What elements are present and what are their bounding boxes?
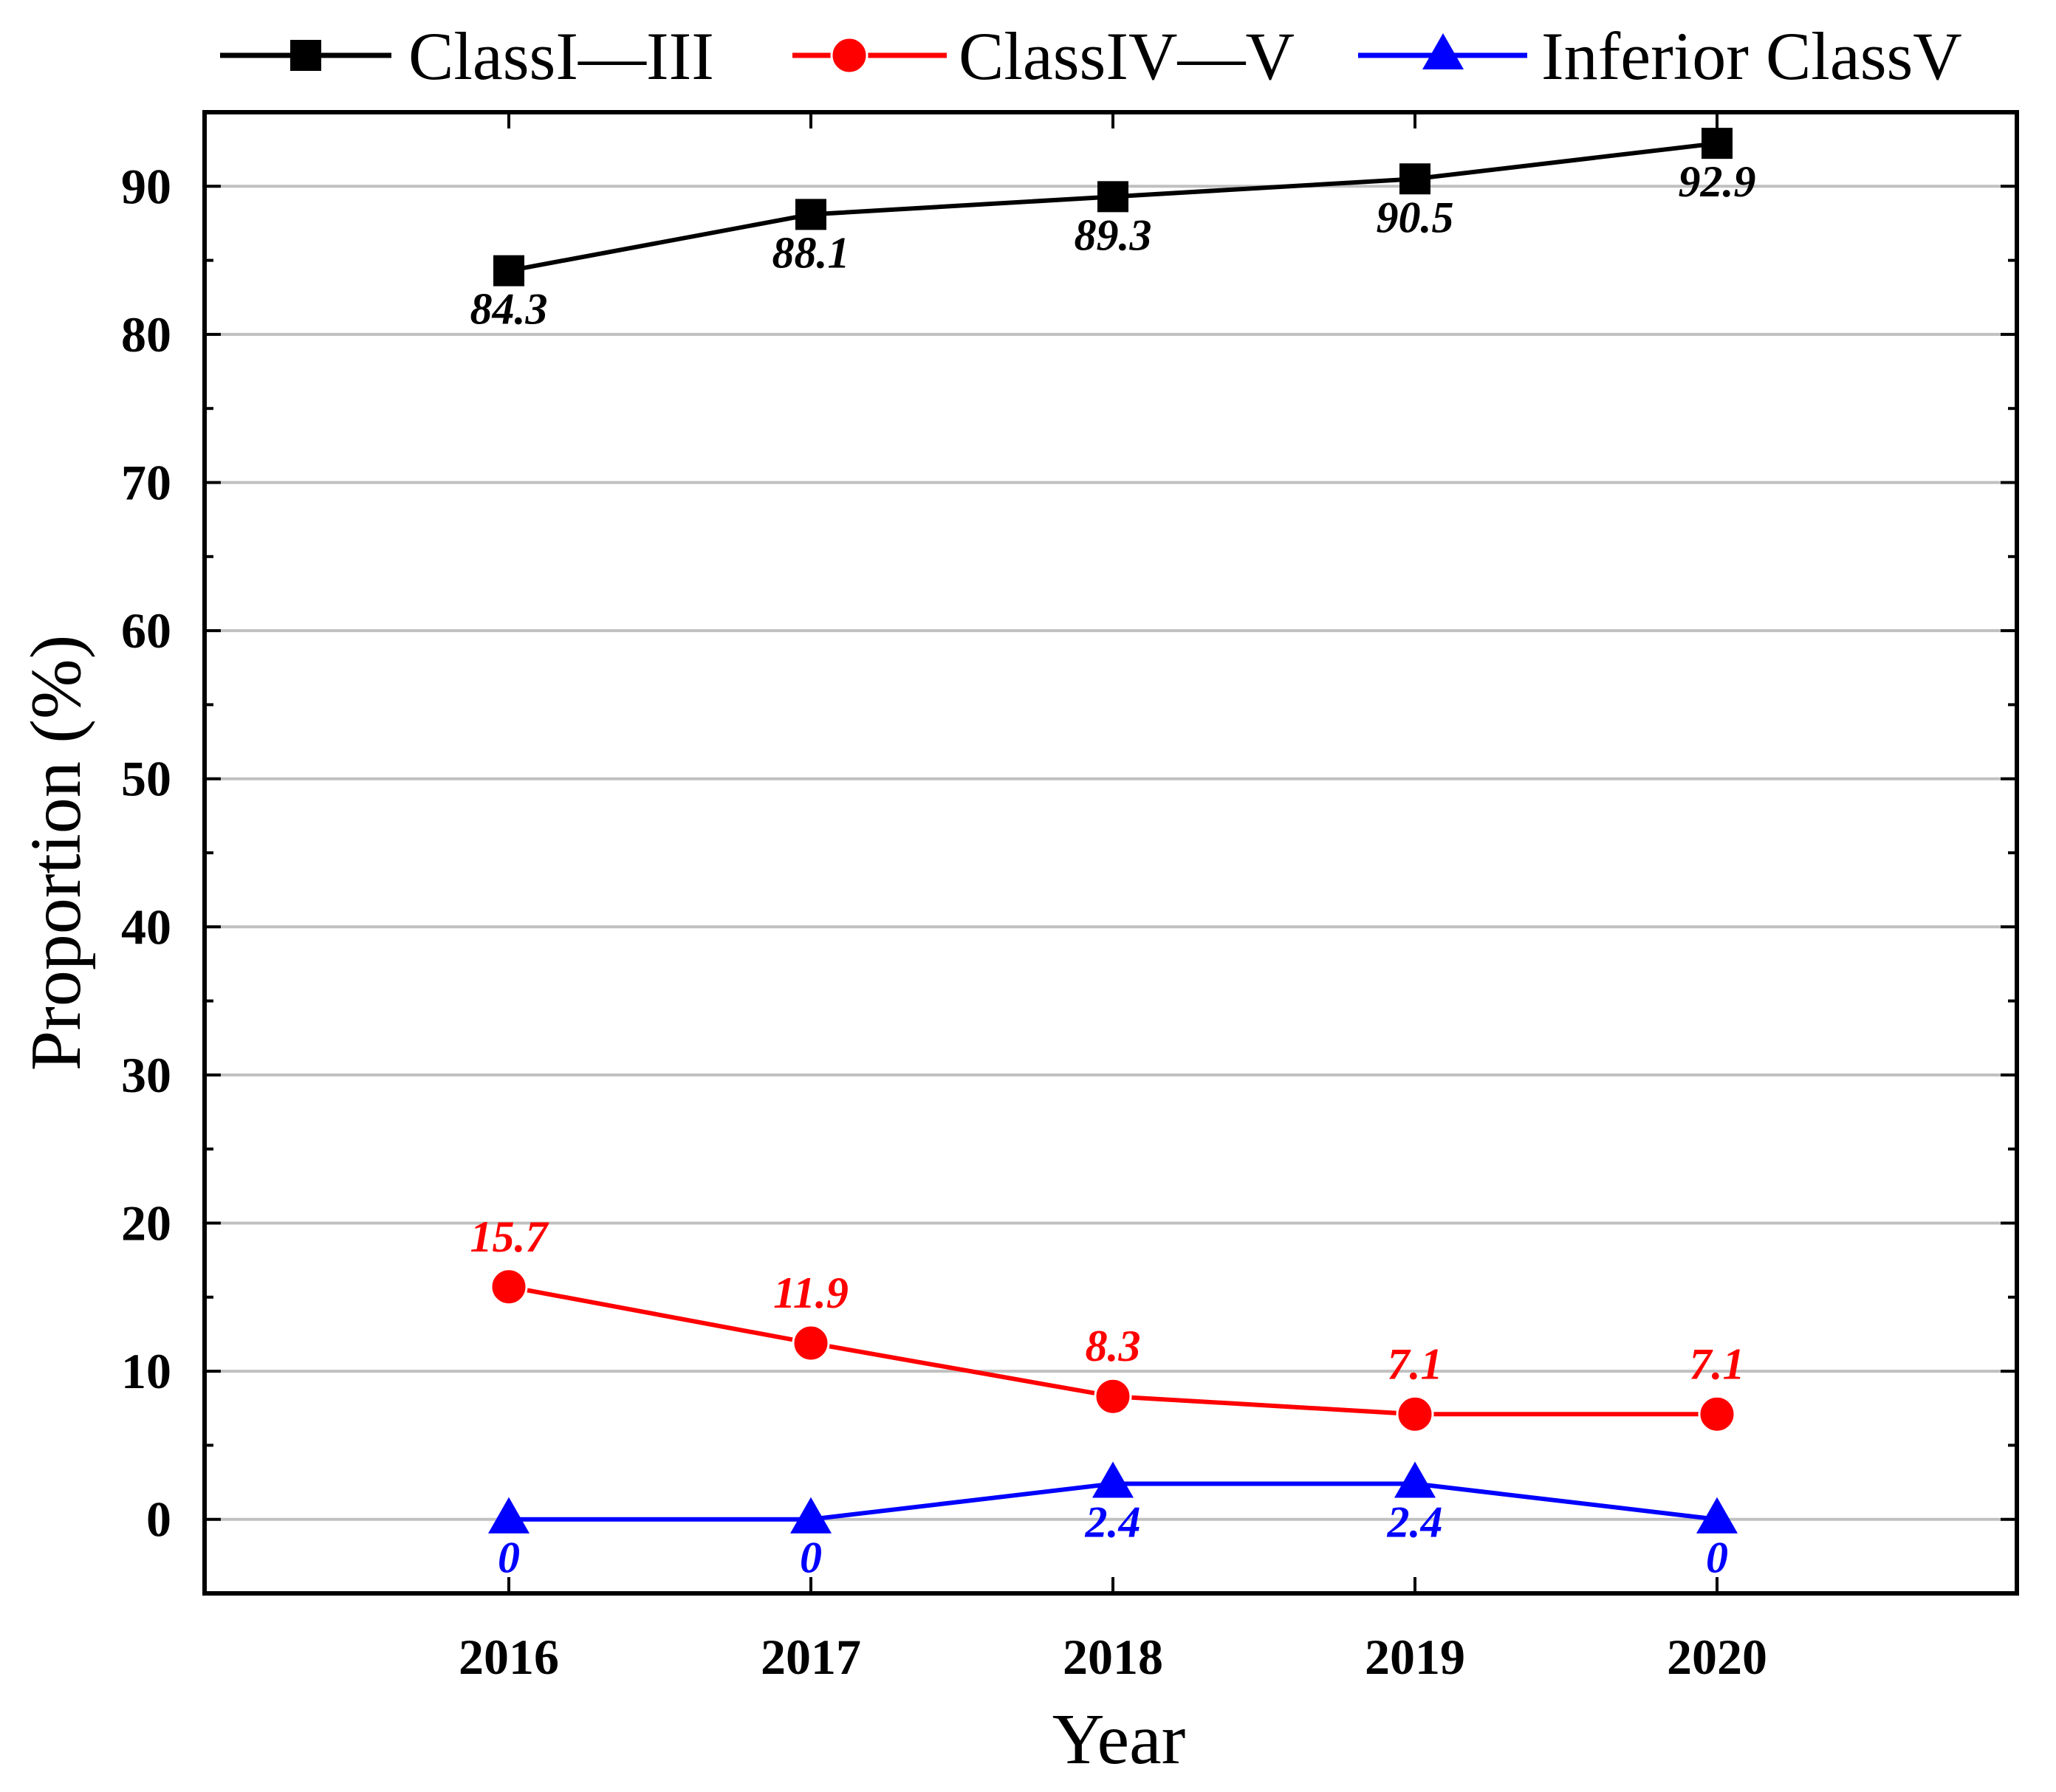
data-label-classiv-v-2018: 8.3 [1086,1322,1141,1370]
y-axis-title: Proportion (%) [16,635,96,1071]
y-tick-label-40: 40 [121,899,171,955]
x-tick-label-2018: 2018 [1063,1629,1163,1685]
legend-label-classi-iii: ClassI—III [408,18,714,94]
data-label-inferior-classv-2020: 0 [1706,1534,1728,1582]
data-label-classiv-v-2017: 11.9 [773,1269,849,1317]
point-classi-iii-2019 [1399,163,1430,195]
data-label-classi-iii-2018: 89.3 [1075,210,1152,259]
legend-marker-classiv-v [830,36,868,75]
data-label-classi-iii-2017: 88.1 [772,228,850,277]
data-label-classi-iii-2020: 92.9 [1679,157,1756,206]
data-label-inferior-classv-2016: 0 [498,1534,520,1582]
point-classiv-v-2016 [490,1268,528,1306]
y-tick-label-90: 90 [121,158,171,214]
data-label-classi-iii-2016: 84.3 [470,285,548,334]
point-classi-iii-2016 [493,255,524,286]
point-inferior-classv-2016 [488,1497,530,1534]
axis-ticks [205,111,2017,1593]
legend-marker-inferior-classv [1422,33,1464,69]
data-label-inferior-classv-2017: 0 [800,1534,822,1582]
y-tick-label-60: 60 [121,603,171,659]
point-classiv-v-2019 [1396,1395,1434,1433]
point-inferior-classv-2020 [1696,1497,1738,1534]
data-label-classiv-v-2019: 7.1 [1388,1339,1443,1388]
point-classi-iii-2020 [1702,128,1733,159]
y-tick-label-20: 20 [121,1195,171,1252]
point-classiv-v-2018 [1094,1377,1132,1415]
legend-marker-classi-iii [290,40,321,71]
gridlines [205,185,2017,1521]
point-classi-iii-2017 [795,199,826,230]
series-layer [488,128,1738,1534]
y-axis-tick-labels: 0 10 20 30 40 50 60 70 80 90 [121,158,171,1547]
data-labels: 84.3 88.1 89.3 90.5 92.9 15.7 11.9 8.3 7.1 7.1 0 0 2… [470,157,1756,1582]
point-inferior-classv-2017 [790,1497,832,1534]
y-tick-label-50: 50 [121,751,171,807]
point-classiv-v-2020 [1698,1395,1736,1433]
data-label-classiv-v-2020: 7.1 [1690,1339,1745,1388]
x-tick-label-2019: 2019 [1365,1629,1465,1685]
legend-label-classiv-v: ClassIV—V [959,18,1295,94]
point-classiv-v-2017 [792,1324,830,1362]
data-label-classiv-v-2016: 15.7 [470,1212,549,1261]
x-tick-label-2016: 2016 [459,1629,559,1685]
data-label-inferior-classv-2018: 2.4 [1085,1498,1141,1547]
point-inferior-classv-2019 [1394,1461,1436,1498]
y-tick-label-70: 70 [121,455,171,511]
legend-label-inferior-classv: Inferior ClassV [1541,18,1962,94]
x-axis-title: Year [1052,1700,1186,1779]
legend: ClassI—III ClassIV—V Inferior ClassV [220,18,1962,94]
x-tick-label-2017: 2017 [761,1629,861,1685]
x-axis-tick-labels: 2016 2017 2018 2019 2020 [459,1629,1767,1685]
y-tick-label-80: 80 [121,306,171,363]
y-tick-label-0: 0 [146,1491,171,1548]
point-classi-iii-2018 [1097,181,1128,213]
y-tick-label-10: 10 [121,1343,171,1399]
data-label-inferior-classv-2019: 2.4 [1387,1498,1443,1547]
x-tick-label-2020: 2020 [1667,1629,1767,1685]
data-label-classi-iii-2019: 90.5 [1377,193,1454,241]
point-inferior-classv-2018 [1092,1461,1134,1498]
y-tick-label-30: 30 [121,1047,171,1103]
